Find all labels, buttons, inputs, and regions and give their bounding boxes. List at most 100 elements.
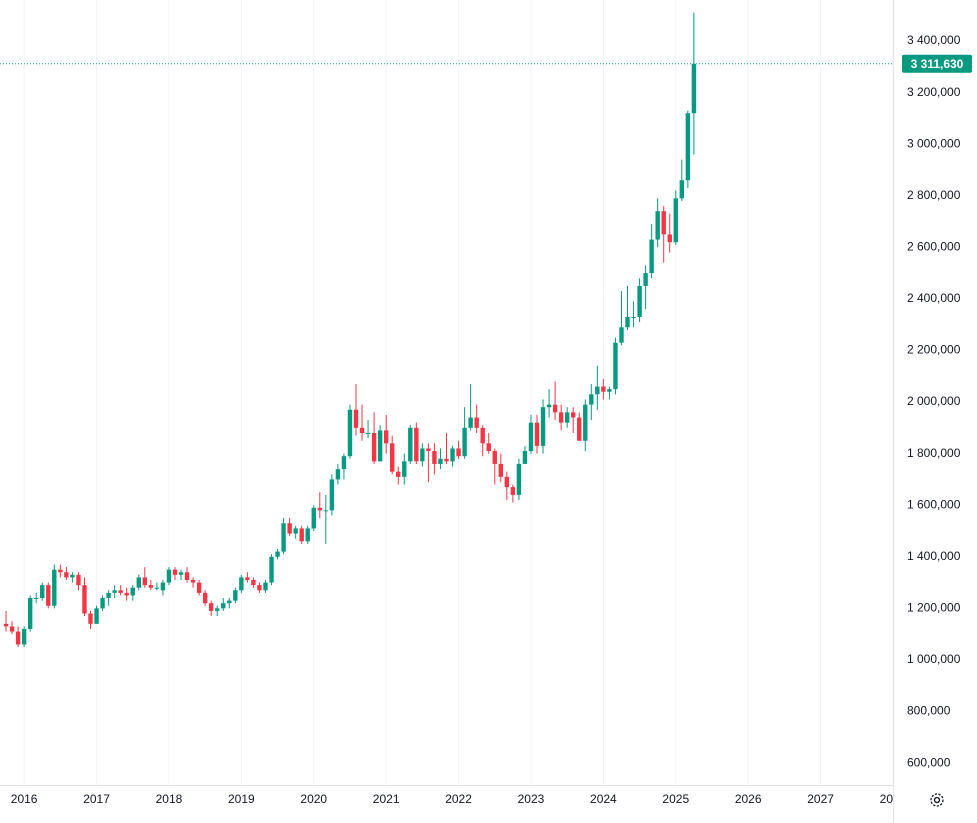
time-labels: 2016 2017 2018 2019 2020 2021 2022 2023 2024 2025…: [11, 792, 907, 806]
axes: [0, 0, 944, 823]
candle-body: [359, 427, 365, 433]
candle-body: [166, 569, 172, 583]
candle-body: [691, 63, 697, 114]
candle-body: [202, 592, 208, 604]
candle-body: [154, 587, 160, 589]
candle-body: [52, 569, 57, 606]
candle-body: [486, 443, 491, 452]
candle-body: [82, 585, 87, 614]
candle-body: [148, 585, 154, 588]
candle-body: [408, 427, 413, 462]
candle-body: [245, 577, 250, 580]
candle-body: [239, 577, 244, 591]
y-tick-label: 2 600,000: [907, 239, 961, 253]
x-tick-label: 2024: [590, 792, 617, 806]
candle-body: [9, 626, 15, 632]
candle-body: [341, 456, 347, 470]
candle-body: [546, 404, 552, 408]
candle-body: [323, 510, 329, 512]
candle-body: [577, 417, 582, 441]
candle-body: [492, 451, 497, 464]
y-tick-label: 800,000: [907, 704, 951, 718]
x-tick-label: 2020: [300, 792, 327, 806]
candle-body: [112, 590, 117, 593]
x-tick-label: 2028: [880, 792, 907, 806]
candle-body: [480, 427, 485, 444]
x-tick-label: 2026: [735, 792, 762, 806]
candle-body: [215, 608, 220, 611]
candle-body: [402, 461, 407, 477]
candle-body: [130, 587, 135, 596]
candle-body: [504, 476, 510, 488]
candle-body: [208, 603, 214, 611]
candle-body: [383, 430, 389, 444]
candle-body: [528, 422, 534, 452]
candle-body: [631, 316, 636, 318]
candle-body: [516, 463, 522, 495]
candle-body: [522, 451, 528, 464]
candle-body: [552, 404, 558, 413]
candle-body: [534, 422, 540, 446]
candle-body: [311, 507, 316, 529]
x-tick-label: 2025: [662, 792, 689, 806]
candle-body: [172, 569, 178, 575]
candle-body: [227, 600, 232, 604]
candle-body: [293, 528, 298, 534]
candle-body: [365, 432, 371, 434]
y-tick-label: 3 200,000: [907, 85, 961, 99]
candle-body: [76, 574, 81, 586]
candle-body: [558, 412, 564, 423]
y-tick-label: 1 200,000: [907, 601, 961, 615]
candle-body: [589, 394, 594, 405]
y-tick-label: 600,000: [907, 755, 951, 769]
x-tick-label: 2021: [373, 792, 400, 806]
candle-body: [88, 613, 93, 624]
candle-body: [510, 487, 516, 495]
candle-body: [184, 572, 190, 580]
candle-body: [46, 585, 51, 606]
candle-body: [281, 523, 286, 552]
y-tick-label: 1 800,000: [907, 446, 961, 460]
candle-body: [58, 569, 63, 573]
candle-body: [377, 430, 383, 462]
candle-body: [625, 316, 630, 328]
candle-body: [160, 582, 166, 591]
candle-body: [438, 458, 443, 464]
candle-body: [305, 528, 310, 542]
candle-body: [540, 407, 546, 446]
candle-body: [196, 582, 202, 593]
candle-body: [679, 180, 685, 199]
candle-body: [257, 585, 262, 591]
candle-body: [136, 577, 141, 588]
candle-body: [613, 342, 618, 390]
candle-body: [100, 598, 105, 609]
candle-body: [371, 432, 377, 462]
candle-body: [444, 458, 449, 462]
settings-icon[interactable]: [930, 793, 944, 807]
candle-body: [583, 404, 588, 441]
candle-body: [353, 409, 359, 428]
candle-body: [450, 448, 455, 462]
candle-body: [389, 443, 395, 472]
candle-body: [335, 469, 341, 480]
candle-body: [27, 598, 33, 629]
candle-body: [571, 412, 576, 418]
candle-body: [40, 585, 45, 599]
candle-body: [685, 113, 691, 181]
y-tick-label: 2 000,000: [907, 394, 961, 408]
candle-body: [637, 285, 642, 317]
candle-body: [299, 528, 304, 542]
candle-body: [106, 592, 111, 599]
y-tick-label: 1 600,000: [907, 497, 961, 511]
candle-body: [329, 479, 335, 511]
candle-body: [595, 386, 600, 395]
x-tick-label: 2022: [445, 792, 472, 806]
candle-body: [221, 603, 226, 609]
x-tick-label: 2019: [228, 792, 255, 806]
candle-body: [3, 623, 9, 627]
gear-hub: [933, 796, 941, 804]
candle-body: [498, 463, 504, 477]
candle-body: [396, 471, 401, 477]
candle-body: [432, 451, 437, 464]
price-labels: 600,000 800,000 1 000,000 1 200,000 1 400,00…: [902, 33, 972, 769]
